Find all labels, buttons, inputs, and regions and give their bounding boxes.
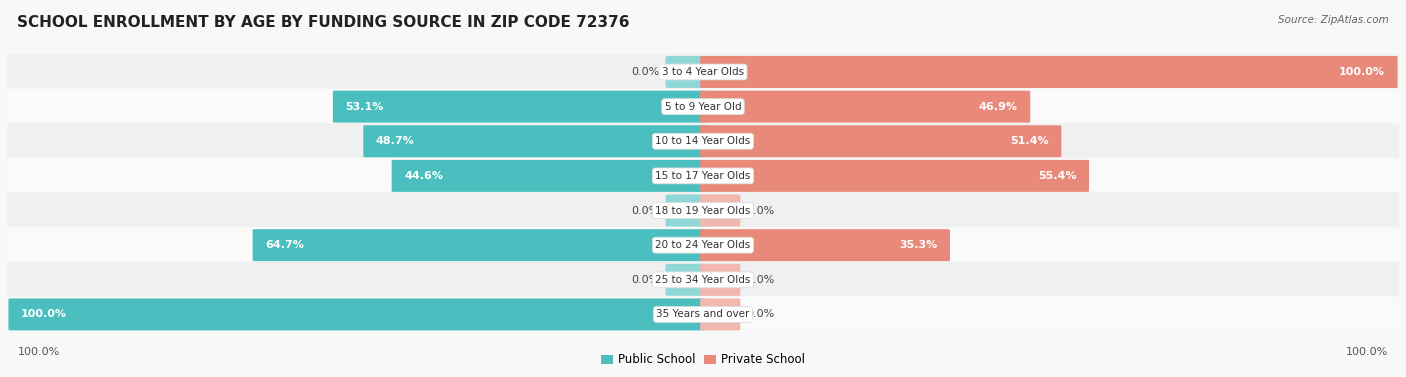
Text: 51.4%: 51.4% xyxy=(1010,136,1049,146)
FancyBboxPatch shape xyxy=(700,264,741,296)
Text: 0.0%: 0.0% xyxy=(631,205,659,216)
Text: 100.0%: 100.0% xyxy=(18,348,60,357)
Text: 100.0%: 100.0% xyxy=(21,310,67,319)
FancyBboxPatch shape xyxy=(333,90,706,123)
FancyBboxPatch shape xyxy=(700,299,741,330)
FancyBboxPatch shape xyxy=(7,262,1399,298)
Text: 10 to 14 Year Olds: 10 to 14 Year Olds xyxy=(655,136,751,146)
Text: 46.9%: 46.9% xyxy=(979,102,1018,112)
Text: 20 to 24 Year Olds: 20 to 24 Year Olds xyxy=(655,240,751,250)
FancyBboxPatch shape xyxy=(700,229,950,261)
Text: SCHOOL ENROLLMENT BY AGE BY FUNDING SOURCE IN ZIP CODE 72376: SCHOOL ENROLLMENT BY AGE BY FUNDING SOUR… xyxy=(17,15,630,30)
FancyBboxPatch shape xyxy=(7,158,1399,194)
Text: 35 Years and over: 35 Years and over xyxy=(657,310,749,319)
FancyBboxPatch shape xyxy=(7,227,1399,263)
Text: 48.7%: 48.7% xyxy=(375,136,415,146)
Text: 100.0%: 100.0% xyxy=(1339,67,1385,77)
Text: 25 to 34 Year Olds: 25 to 34 Year Olds xyxy=(655,275,751,285)
Text: 55.4%: 55.4% xyxy=(1038,171,1077,181)
FancyBboxPatch shape xyxy=(700,195,741,227)
Text: 0.0%: 0.0% xyxy=(747,310,775,319)
FancyBboxPatch shape xyxy=(363,125,706,157)
Text: 44.6%: 44.6% xyxy=(405,171,443,181)
Text: 35.3%: 35.3% xyxy=(898,240,938,250)
FancyBboxPatch shape xyxy=(665,264,706,296)
Text: 100.0%: 100.0% xyxy=(1346,348,1388,357)
FancyBboxPatch shape xyxy=(7,89,1399,125)
FancyBboxPatch shape xyxy=(700,125,1062,157)
FancyBboxPatch shape xyxy=(253,229,706,261)
FancyBboxPatch shape xyxy=(7,54,1399,90)
FancyBboxPatch shape xyxy=(665,195,706,227)
Text: 5 to 9 Year Old: 5 to 9 Year Old xyxy=(665,102,741,112)
FancyBboxPatch shape xyxy=(665,56,706,88)
Text: 0.0%: 0.0% xyxy=(747,205,775,216)
FancyBboxPatch shape xyxy=(700,56,1398,88)
Legend: Public School, Private School: Public School, Private School xyxy=(596,349,810,371)
FancyBboxPatch shape xyxy=(700,160,1090,192)
FancyBboxPatch shape xyxy=(700,90,1031,123)
FancyBboxPatch shape xyxy=(8,299,706,330)
Text: 0.0%: 0.0% xyxy=(631,275,659,285)
FancyBboxPatch shape xyxy=(7,123,1399,159)
Text: 0.0%: 0.0% xyxy=(631,67,659,77)
Text: Source: ZipAtlas.com: Source: ZipAtlas.com xyxy=(1278,15,1389,25)
FancyBboxPatch shape xyxy=(7,193,1399,228)
Text: 64.7%: 64.7% xyxy=(266,240,304,250)
FancyBboxPatch shape xyxy=(392,160,706,192)
FancyBboxPatch shape xyxy=(7,296,1399,333)
Text: 3 to 4 Year Olds: 3 to 4 Year Olds xyxy=(662,67,744,77)
Text: 15 to 17 Year Olds: 15 to 17 Year Olds xyxy=(655,171,751,181)
Text: 18 to 19 Year Olds: 18 to 19 Year Olds xyxy=(655,205,751,216)
Text: 53.1%: 53.1% xyxy=(346,102,384,112)
Text: 0.0%: 0.0% xyxy=(747,275,775,285)
